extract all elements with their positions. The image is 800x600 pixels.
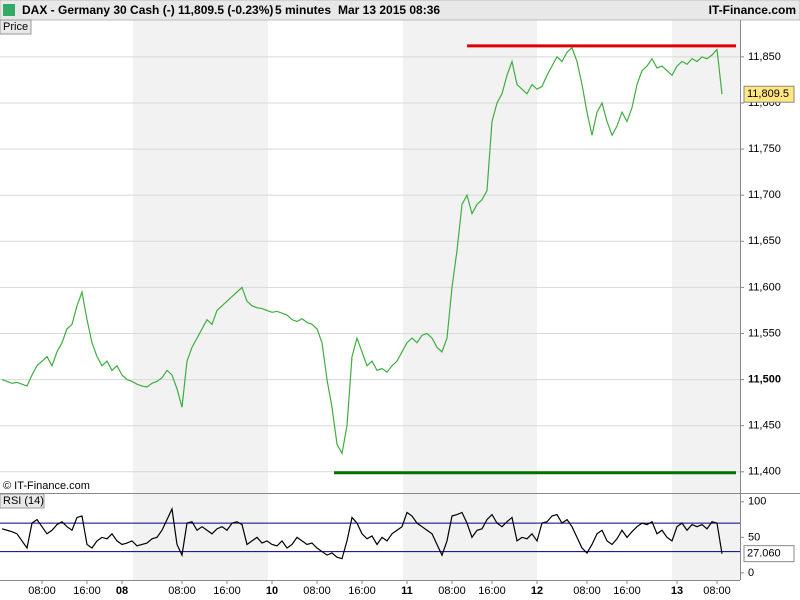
x-tick-label: 16:00 — [213, 585, 241, 597]
last-value-box — [743, 545, 795, 563]
x-tick-label: 16:00 — [478, 585, 506, 597]
series-line — [1, 506, 723, 560]
y-tick-label: 11,550 — [748, 327, 781, 339]
y-tick-label: 11,600 — [748, 281, 781, 293]
x-tick-label: 08:00 — [303, 585, 331, 597]
y-tick-label: 11,650 — [748, 235, 781, 247]
x-tick-label: 08:00 — [28, 585, 56, 597]
x-tick-label: 08:00 — [438, 585, 466, 597]
y-tick-label: 11,750 — [748, 143, 781, 155]
day-band — [672, 20, 740, 580]
x-tick-label: 11 — [401, 585, 413, 597]
header-bar — [0, 0, 800, 21]
y-tick-label: 11,500 — [748, 373, 781, 385]
x-tick-label: 16:00 — [348, 585, 376, 597]
x-tick-label: 13 — [671, 585, 683, 597]
brand: IT-Finance.com — [709, 3, 796, 17]
copyright: © IT-Finance.com — [3, 480, 90, 492]
y-tick-label: 11,850 — [748, 51, 781, 63]
x-tick-label: 10 — [266, 585, 278, 597]
interval: 5 minutes — [275, 3, 331, 17]
app-icon — [3, 4, 15, 16]
x-tick-label: 08:00 — [168, 585, 196, 597]
y-tick-label: 11,700 — [748, 189, 781, 201]
y-tick-label: 0 — [748, 567, 754, 579]
panel-title: Price — [3, 21, 28, 33]
y-tick-label: 11,400 — [748, 466, 781, 478]
panel-title: RSI (14) — [3, 495, 44, 507]
last-price: 11,809.5 (-0.23%) — [178, 3, 273, 17]
x-tick-label: 08:00 — [703, 585, 731, 597]
last-value-label: 27.060 — [747, 548, 781, 560]
instrument: DAX - Germany 30 Cash (-) — [22, 3, 175, 17]
y-tick-label: 11,450 — [748, 420, 781, 432]
x-tick-label: 08:00 — [573, 585, 601, 597]
y-tick-label: 100 — [748, 496, 766, 508]
last-value-label: 11,809.5 — [747, 88, 789, 100]
x-tick-label: 16:00 — [613, 585, 641, 597]
x-tick-label: 12 — [531, 585, 543, 597]
x-tick-label: 08 — [116, 585, 128, 597]
datetime: Mar 13 2015 08:36 — [338, 3, 440, 17]
series-line — [1, 46, 723, 456]
day-band — [403, 20, 537, 580]
day-band — [133, 20, 268, 580]
last-value-box — [743, 85, 795, 103]
panel-label-box — [0, 19, 32, 35]
y-tick-label: 50 — [748, 531, 760, 543]
x-tick-label: 16:00 — [73, 585, 101, 597]
